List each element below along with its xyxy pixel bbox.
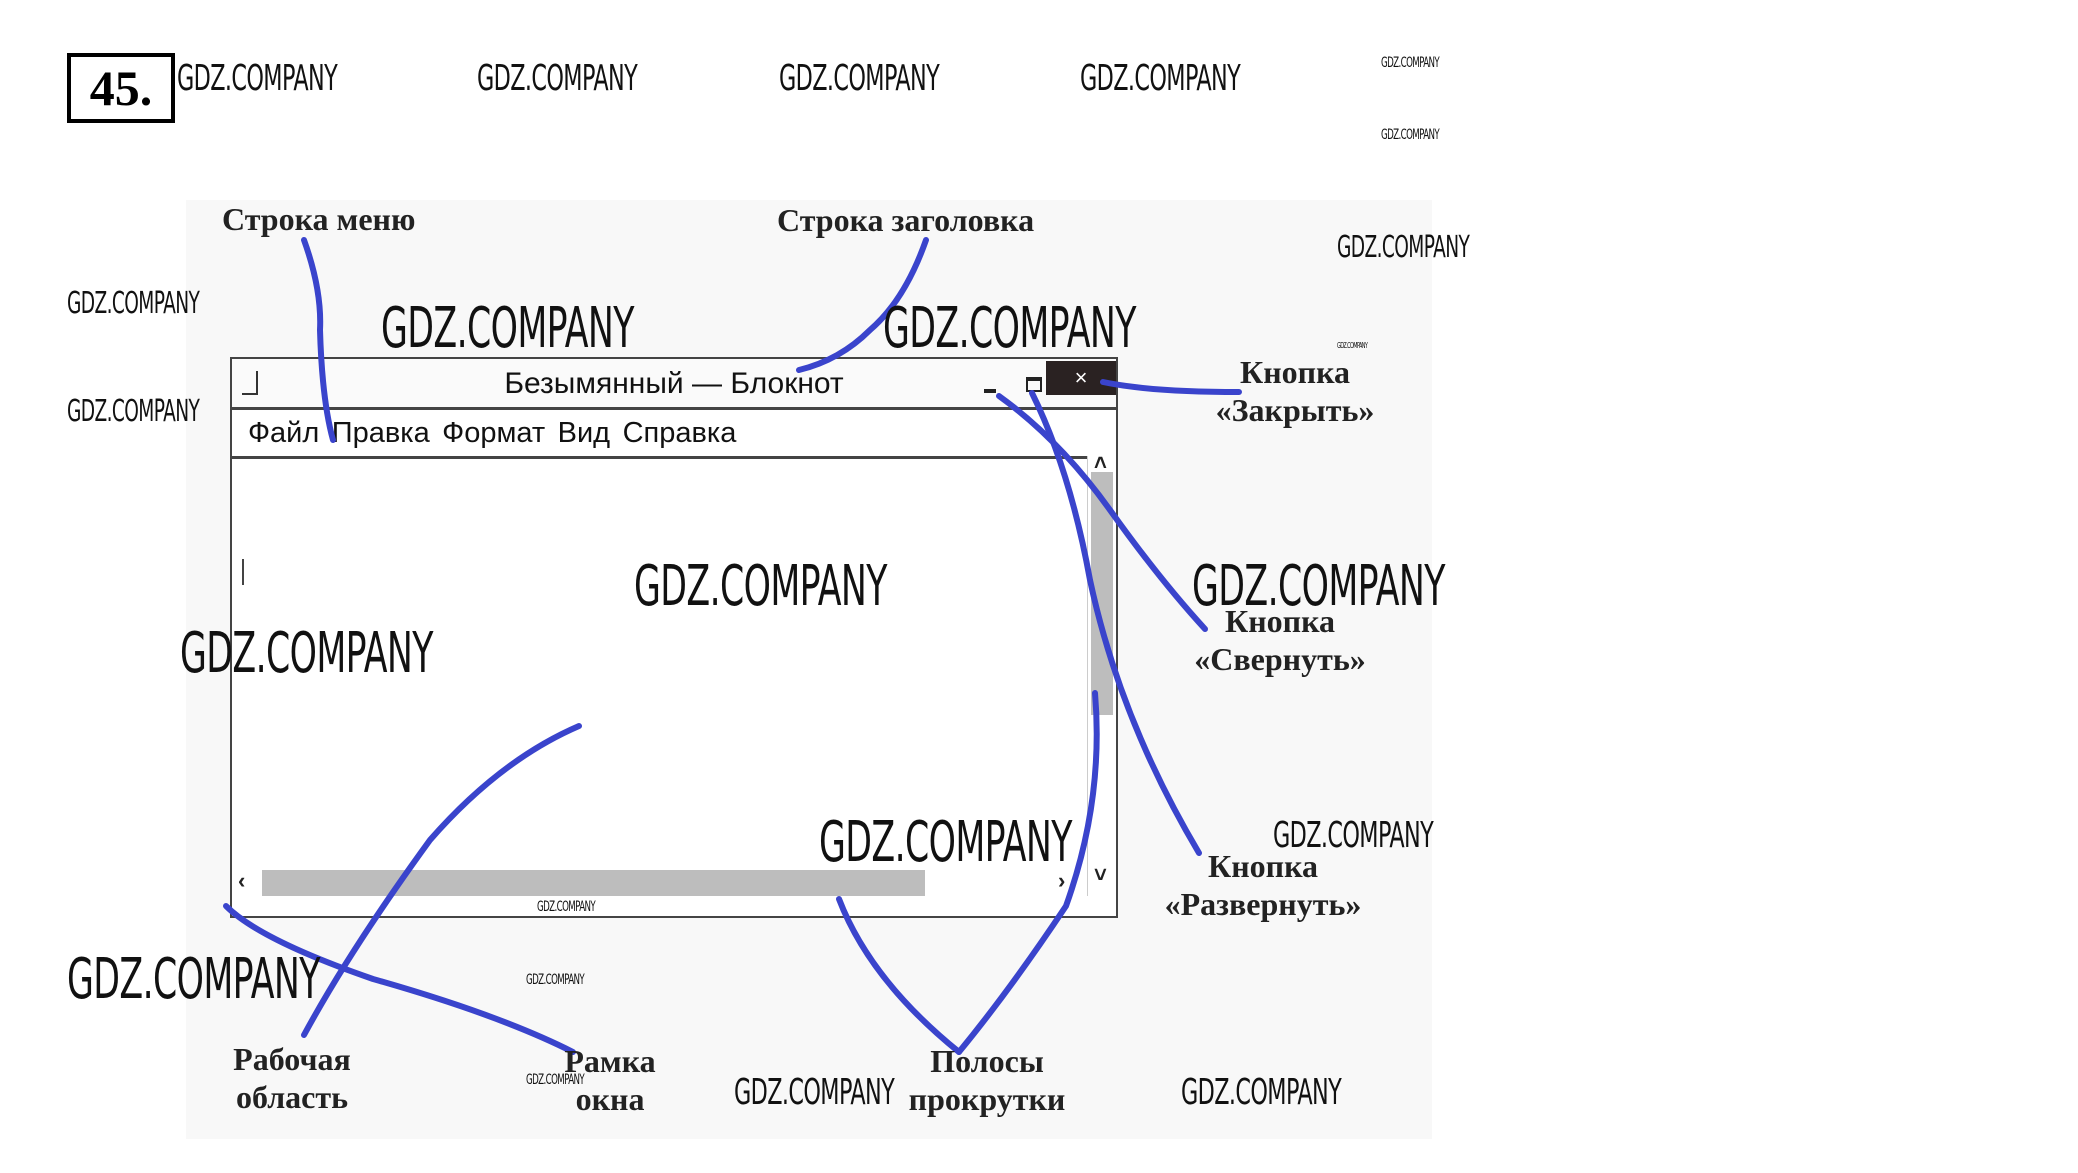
watermark: GDZ.COMPANY	[1080, 58, 1241, 99]
watermark: GDZ.COMPANY	[177, 58, 338, 99]
text-caret	[242, 559, 244, 585]
label-window-frame: Рамка окна	[564, 1043, 656, 1117]
menu-file[interactable]: Файл	[248, 417, 320, 449]
horizontal-scrollbar[interactable]: ‹ ›	[232, 868, 1088, 898]
label-minimize: Кнопка «Свернуть»	[1194, 603, 1366, 677]
pointer-minimize	[996, 393, 1208, 632]
watermark: GDZ.COMPANY	[67, 394, 200, 429]
watermark: GDZ.COMPANY	[1273, 815, 1434, 856]
arrow-right-icon[interactable]: ›	[1058, 868, 1066, 893]
watermark: GDZ.COMPANY	[477, 58, 638, 99]
pointer-vscroll	[956, 690, 1100, 1055]
arrow-left-icon[interactable]: ‹	[238, 868, 246, 893]
watermark: GDZ.COMPANY	[1337, 230, 1470, 265]
label-close: Кнопка «Закрыть»	[1215, 354, 1375, 428]
minimize-button[interactable]	[976, 377, 1006, 397]
vertical-scrollbar[interactable]: ˄ ˅	[1087, 450, 1116, 896]
watermark: GDZ.COMPANY	[1381, 55, 1440, 71]
watermark: GDZ.COMPANY	[381, 296, 634, 361]
watermark: GDZ.COMPANY	[526, 972, 585, 988]
watermark: GDZ.COMPANY	[883, 296, 1136, 361]
label-scrollbars: Полосы прокрутки	[908, 1043, 1066, 1117]
watermark: GDZ.COMPANY	[1337, 341, 1368, 350]
pointer-hscroll	[836, 896, 962, 1055]
watermark: GDZ.COMPANY	[779, 58, 940, 99]
close-button[interactable]: ×	[1046, 361, 1116, 395]
watermark: GDZ.COMPANY	[537, 899, 596, 915]
watermark: GDZ.COMPANY	[67, 286, 200, 321]
menu-bar: Файл Правка Формат Вид Справка	[232, 410, 1088, 459]
pointer-frame	[223, 903, 576, 1055]
watermark: GDZ.COMPANY	[1181, 1072, 1342, 1113]
watermark: GDZ.COMPANY	[734, 1072, 895, 1113]
arrow-down-icon[interactable]: ˅	[1094, 862, 1107, 887]
pointer-close	[1100, 379, 1242, 395]
window-title: Безымянный — Блокнот	[504, 367, 844, 400]
watermark: GDZ.COMPANY	[180, 621, 433, 686]
label-menu-bar: Строка меню	[222, 201, 416, 237]
watermark: GDZ.COMPANY	[1381, 127, 1440, 143]
watermark: GDZ.COMPANY	[67, 947, 320, 1012]
watermark: GDZ.COMPANY	[819, 810, 1072, 875]
app-icon	[242, 371, 258, 395]
notepad-window: Безымянный — Блокнот × Файл Правка Форма…	[230, 357, 1118, 918]
pointer-title-bar	[796, 237, 929, 373]
label-maximize: Кнопка «Развернуть»	[1164, 848, 1362, 922]
label-title-bar: Строка заголовка	[777, 202, 1035, 238]
exercise-number: 45.	[67, 53, 175, 123]
menu-view[interactable]: Вид	[557, 417, 611, 449]
menu-help[interactable]: Справка	[622, 417, 737, 449]
label-work-area: Рабочая область	[233, 1041, 351, 1115]
horizontal-scroll-thumb[interactable]	[262, 870, 925, 896]
pointer-work-area	[301, 723, 582, 1038]
pointer-menu-bar	[301, 237, 336, 443]
menu-format[interactable]: Формат	[442, 417, 546, 449]
watermark: GDZ.COMPANY	[1192, 554, 1445, 619]
watermark: GDZ.COMPANY	[634, 554, 887, 619]
watermark: GDZ.COMPANY	[526, 1072, 585, 1088]
menu-edit[interactable]: Правка	[331, 417, 430, 449]
title-bar: Безымянный — Блокнот ×	[232, 359, 1116, 410]
pointer-maximize	[1029, 390, 1202, 856]
arrow-up-icon[interactable]: ˄	[1094, 450, 1107, 475]
